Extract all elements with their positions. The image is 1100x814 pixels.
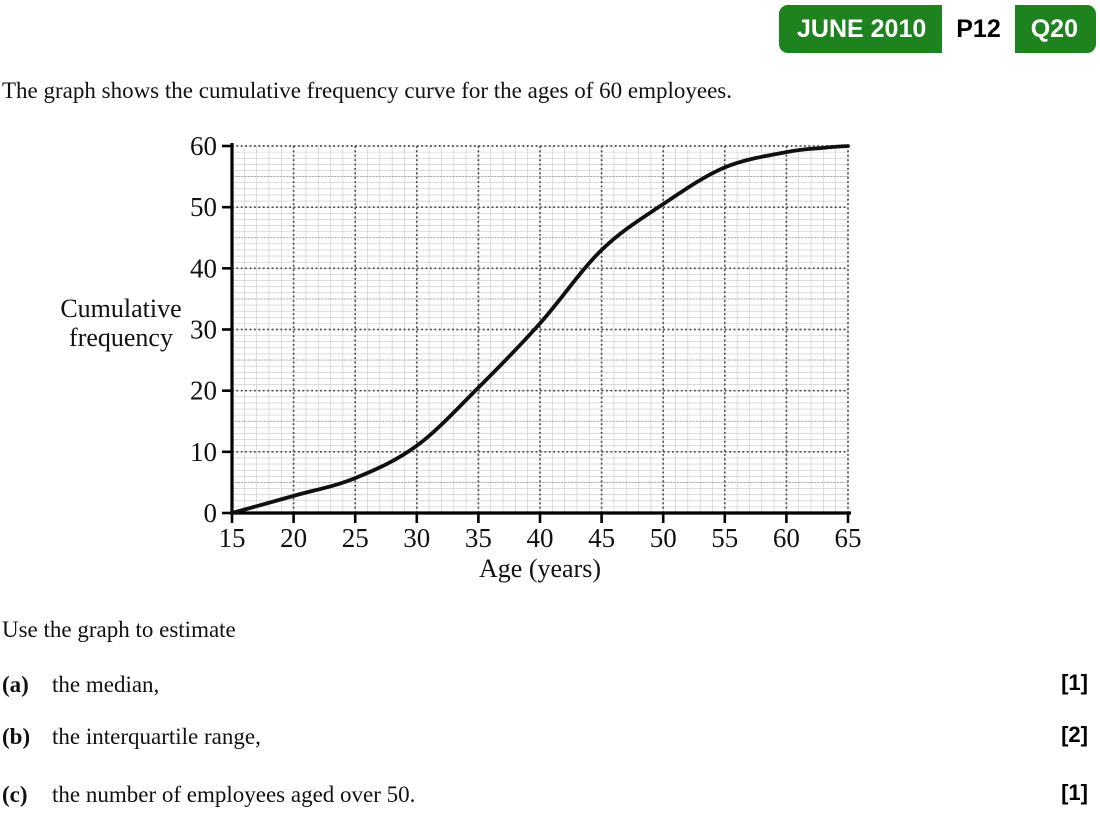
question-number-label: Q20 — [1030, 14, 1078, 43]
major-grid — [231, 145, 849, 514]
x-tick-label: 55 — [711, 523, 738, 553]
semi-major-grid — [232, 176, 848, 483]
y-tick-label: 10 — [190, 437, 217, 467]
paper-number-label: P12 — [942, 5, 1015, 53]
minor-grid — [231, 145, 849, 514]
part-a-marks: [1] — [1061, 670, 1088, 695]
y-tick-label: 0 — [204, 498, 218, 528]
question-prompt-text: Use the graph to estimate — [2, 617, 236, 642]
y-tick-label: 50 — [190, 192, 217, 222]
exam-reference-badge: JUNE 2010 P12 Q20 — [779, 5, 1096, 53]
y-tick-label: 20 — [190, 376, 217, 406]
y-tick-label: 60 — [190, 131, 217, 161]
x-tick-label: 50 — [650, 523, 677, 553]
question-part-c: (c) the number of employees aged over 50… — [0, 780, 1100, 810]
x-tick-label: 20 — [280, 523, 307, 553]
cumulative-frequency-curve — [230, 144, 850, 515]
part-c-text: the number of employees aged over 50. — [52, 782, 416, 807]
x-tick-label: 25 — [342, 523, 369, 553]
question-intro-text: The graph shows the cumulative frequency… — [2, 78, 732, 103]
part-b-marks: [2] — [1061, 722, 1088, 747]
question-part-b: (b) the interquartile range, [2] — [0, 722, 1100, 752]
x-tick-label: 30 — [403, 523, 430, 553]
x-tick-label: 40 — [527, 523, 554, 553]
y-tick-label: 30 — [190, 315, 217, 345]
y-tick-label: 40 — [190, 253, 217, 283]
x-tick-label: 35 — [465, 523, 492, 553]
y-axis-title: frequency — [69, 323, 173, 352]
part-a-label: (a) — [2, 672, 29, 697]
part-b-label: (b) — [2, 724, 31, 749]
part-b-text: the interquartile range, — [52, 724, 261, 749]
part-c-label: (c) — [2, 782, 28, 807]
y-axis-title: Cumulative — [60, 294, 181, 323]
question-part-a: (a) the median, [1] — [0, 670, 1100, 700]
part-c-marks: [1] — [1061, 780, 1088, 805]
x-axis-title: Age (years) — [479, 554, 601, 583]
exam-session-label: JUNE 2010 — [797, 14, 927, 43]
x-tick-label: 45 — [588, 523, 615, 553]
x-tick-label: 65 — [835, 523, 862, 553]
x-tick-label: 60 — [773, 523, 800, 553]
x-tick-label: 15 — [219, 523, 246, 553]
part-a-text: the median, — [52, 672, 160, 697]
